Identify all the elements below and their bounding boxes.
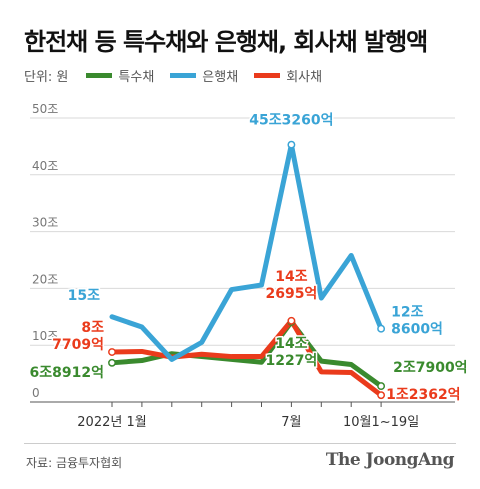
legend-swatch-special <box>86 73 113 78</box>
footer-divider <box>24 443 456 444</box>
y-tick-label: 30조 <box>32 216 58 230</box>
legend: 단위: 원 특수채 은행채 회사채 <box>24 66 338 85</box>
data-point-corp <box>287 316 296 325</box>
series-line-corp <box>109 318 384 398</box>
data-point-special <box>377 382 386 391</box>
data-label-special: 14조 <box>275 336 307 352</box>
publisher-logo: The JoongAng <box>325 450 455 470</box>
y-tick-label: 40조 <box>32 159 58 173</box>
legend-item-special: 특수채 <box>86 66 154 85</box>
legend-swatch-bank <box>170 73 197 78</box>
y-tick-label: 50조 <box>32 102 58 116</box>
data-point-bank <box>377 324 386 333</box>
legend-label-special: 특수채 <box>118 70 155 85</box>
data-label-bank: 15조 <box>68 288 100 304</box>
line-chart: 0 10조 20조 30조 40조 50조 2022년 1월 7월 10월1~19일 15조 8조7… <box>28 102 469 430</box>
unit-label: 단위: 원 <box>24 70 69 85</box>
data-point-bank <box>287 140 296 149</box>
x-tick-label: 10월1~19일 <box>343 415 419 430</box>
data-point-special <box>108 358 116 367</box>
legend-swatch-corp <box>254 73 281 78</box>
data-label-special: 6조8912억 <box>30 365 104 381</box>
data-point-corp <box>108 348 116 356</box>
y-tick-label: 20조 <box>32 272 58 286</box>
data-point-corp <box>377 391 386 400</box>
legend-label-corp: 회사채 <box>286 70 323 85</box>
series-line-special <box>109 319 384 389</box>
source-note: 자료: 금융투자협회 <box>26 456 123 470</box>
legend-item-bank: 은행채 <box>170 66 238 85</box>
data-label-corp: 7709억 <box>52 337 104 353</box>
y-tick-label: 0 <box>32 386 40 400</box>
data-label-bank: 12조 <box>391 305 423 321</box>
legend-label-bank: 은행채 <box>202 70 239 85</box>
legend-item-corp: 회사채 <box>254 66 322 85</box>
data-label-special: 1227억 <box>265 353 317 369</box>
data-label-bank: 45조3260억 <box>249 113 333 129</box>
data-label-special: 2조7900억 <box>393 360 467 376</box>
data-label-corp: 8조 <box>81 320 104 336</box>
x-tick-label: 2022년 1월 <box>77 415 146 430</box>
data-label-corp: 2695억 <box>265 286 317 302</box>
x-tick-label: 7월 <box>281 415 301 430</box>
data-label-corp: 14조 <box>275 269 307 285</box>
chart-title: 한전채 등 특수채와 은행채, 회사채 발행액 <box>24 28 428 56</box>
data-label-bank: 8600억 <box>391 322 443 338</box>
data-label-corp: 1조2362억 <box>386 387 460 403</box>
y-tick-label: 10조 <box>32 329 58 343</box>
series-line-bank <box>109 142 384 362</box>
